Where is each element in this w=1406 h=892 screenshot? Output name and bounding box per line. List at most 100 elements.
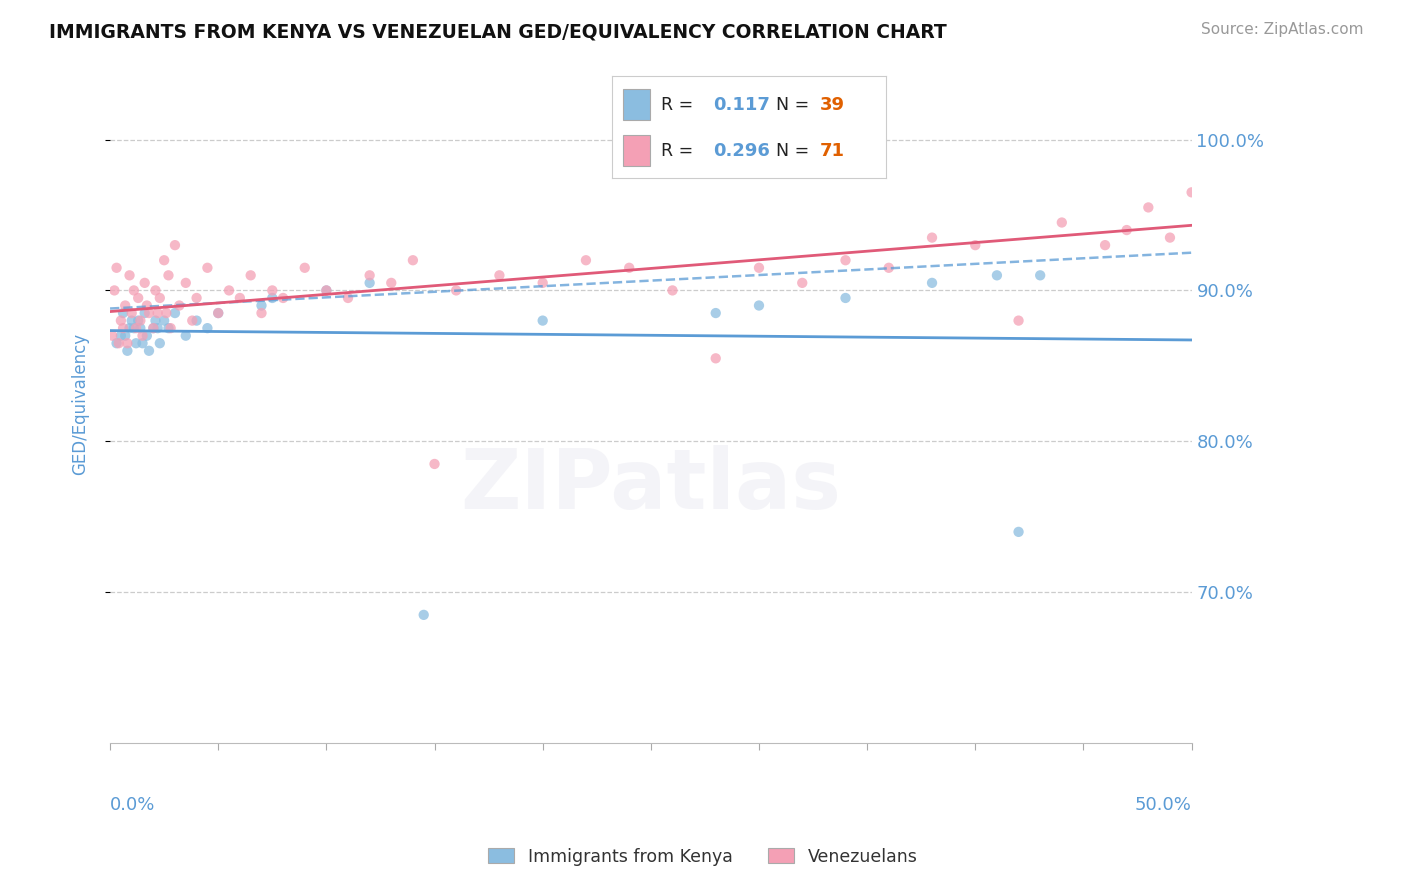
Point	[121, 313, 143, 327]
Point	[163, 238, 186, 252]
FancyBboxPatch shape	[623, 136, 650, 166]
Text: IMMIGRANTS FROM KENYA VS VENEZUELAN GED/EQUIVALENCY CORRELATION CHART: IMMIGRANTS FROM KENYA VS VENEZUELAN GED/…	[49, 22, 948, 41]
Point	[157, 321, 180, 335]
Point	[337, 291, 360, 305]
Point	[402, 253, 425, 268]
Point	[174, 328, 197, 343]
Point	[129, 321, 152, 335]
Point	[105, 260, 128, 275]
Point	[704, 306, 727, 320]
Point	[661, 284, 683, 298]
Text: 71: 71	[820, 142, 845, 160]
Point	[262, 284, 284, 298]
Point	[105, 336, 128, 351]
Text: 0.117: 0.117	[713, 95, 770, 113]
Point	[153, 253, 176, 268]
Point	[101, 328, 124, 343]
Point	[146, 321, 169, 335]
Point	[146, 306, 169, 320]
Point	[531, 313, 554, 327]
Point	[986, 268, 1008, 283]
Point	[155, 306, 177, 320]
Point	[921, 230, 943, 244]
Point	[1007, 524, 1029, 539]
Point	[380, 276, 402, 290]
Point	[118, 321, 141, 335]
Point	[619, 260, 641, 275]
Point	[135, 299, 157, 313]
FancyBboxPatch shape	[623, 89, 650, 120]
Point	[121, 306, 143, 320]
Point	[110, 313, 132, 327]
Point	[877, 260, 900, 275]
Point	[207, 306, 229, 320]
Text: R =: R =	[661, 95, 699, 113]
Point	[142, 321, 165, 335]
Point	[163, 306, 186, 320]
Point	[112, 321, 135, 335]
Text: N =: N =	[776, 142, 815, 160]
Point	[792, 276, 814, 290]
Point	[103, 284, 125, 298]
Point	[110, 328, 132, 343]
Point	[834, 291, 856, 305]
Point	[704, 351, 727, 366]
Point	[138, 306, 160, 320]
Point	[117, 343, 139, 358]
Point	[315, 284, 337, 298]
Text: R =: R =	[661, 142, 699, 160]
Point	[197, 321, 219, 335]
Point	[1159, 230, 1181, 244]
Point	[125, 336, 148, 351]
Point	[134, 306, 156, 320]
Point	[1288, 162, 1310, 177]
Text: 0.296: 0.296	[713, 142, 770, 160]
Point	[488, 268, 510, 283]
Text: 0.0%: 0.0%	[110, 796, 156, 814]
Point	[138, 343, 160, 358]
Point	[748, 260, 770, 275]
Point	[197, 260, 219, 275]
Point	[122, 284, 145, 298]
Point	[131, 328, 153, 343]
Point	[127, 313, 149, 327]
Point	[239, 268, 262, 283]
Point	[359, 276, 381, 290]
Point	[748, 299, 770, 313]
Point	[114, 299, 136, 313]
Point	[444, 284, 467, 298]
Point	[134, 276, 156, 290]
Y-axis label: GED/Equivalency: GED/Equivalency	[72, 333, 89, 475]
Point	[218, 284, 240, 298]
Point	[129, 313, 152, 327]
Point	[250, 299, 273, 313]
Point	[174, 276, 197, 290]
Point	[125, 321, 148, 335]
Point	[127, 291, 149, 305]
Point	[135, 328, 157, 343]
Point	[114, 328, 136, 343]
Point	[112, 306, 135, 320]
Point	[250, 306, 273, 320]
Point	[149, 291, 172, 305]
Point	[271, 291, 294, 305]
Point	[315, 284, 337, 298]
Point	[359, 268, 381, 283]
Point	[1115, 223, 1137, 237]
Text: Source: ZipAtlas.com: Source: ZipAtlas.com	[1201, 22, 1364, 37]
Point	[1007, 313, 1029, 327]
Point	[262, 291, 284, 305]
Point	[531, 276, 554, 290]
Point	[142, 321, 165, 335]
Point	[181, 313, 204, 327]
Point	[1331, 193, 1354, 207]
Point	[294, 260, 316, 275]
Point	[1223, 193, 1246, 207]
Point	[834, 253, 856, 268]
Point	[1246, 170, 1268, 185]
Point	[1202, 208, 1225, 222]
Point	[186, 313, 208, 327]
Point	[118, 268, 141, 283]
Point	[1094, 238, 1116, 252]
Point	[965, 238, 987, 252]
